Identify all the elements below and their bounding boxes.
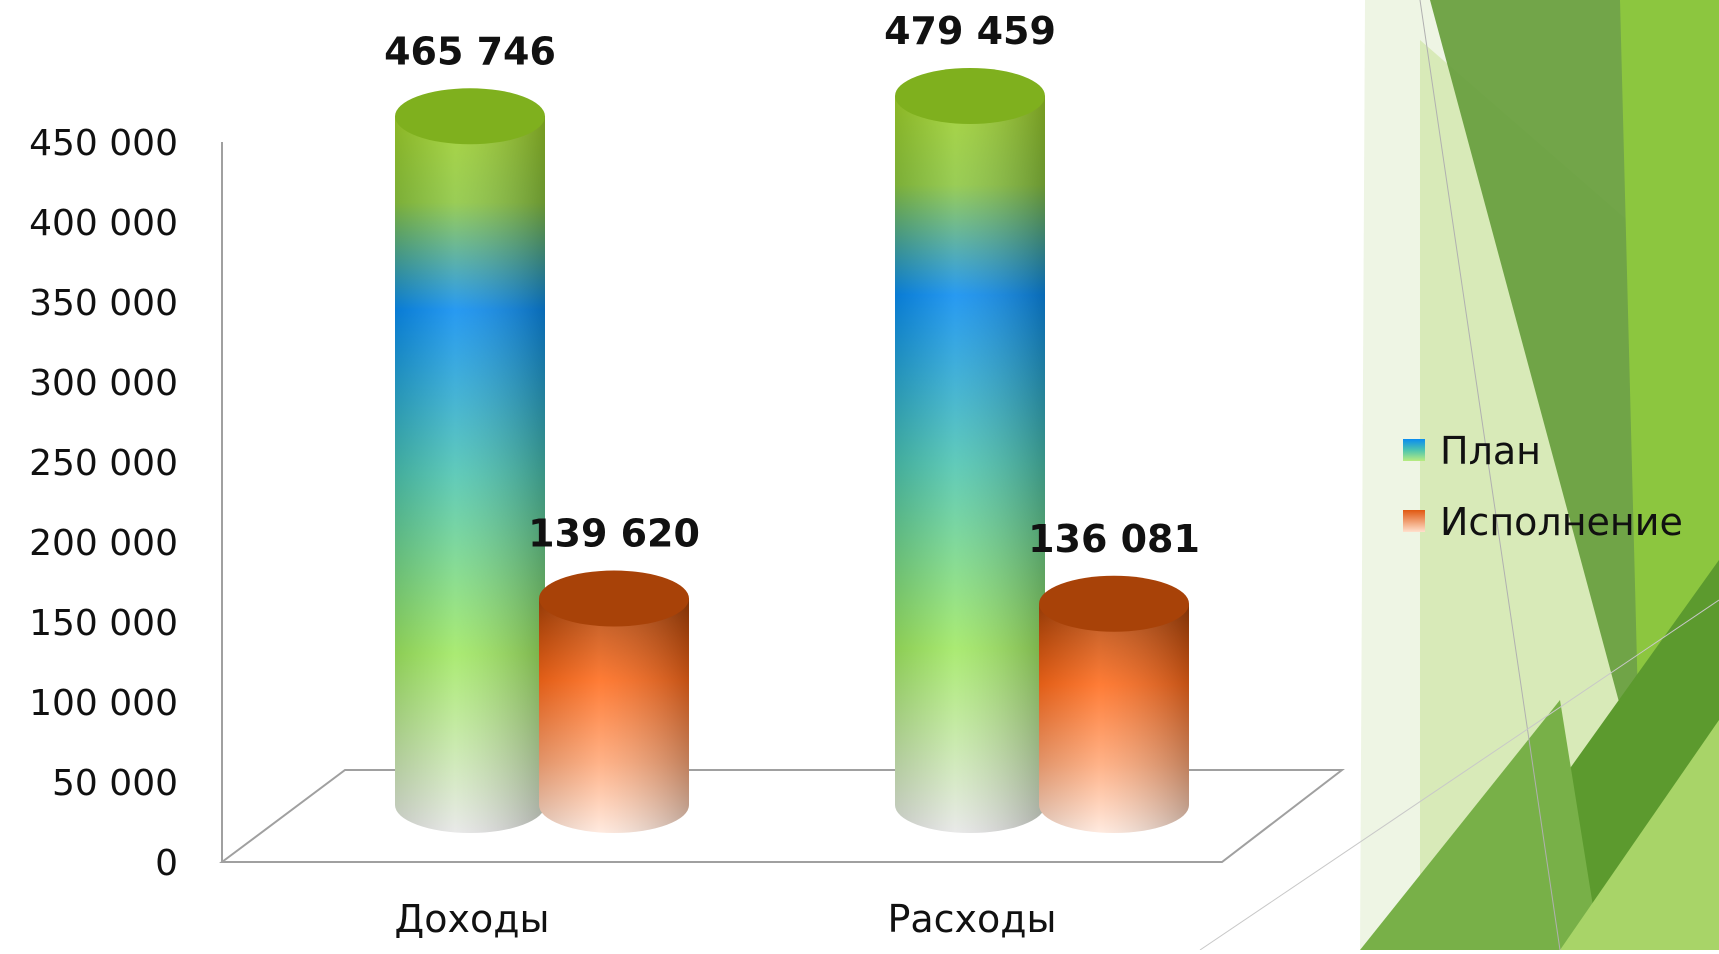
y-tick-label: 100 000 xyxy=(29,683,178,724)
category-label: Расходы xyxy=(887,897,1056,941)
bar-top xyxy=(539,570,689,627)
bar-shading xyxy=(539,598,689,833)
data-label: 479 459 xyxy=(884,9,1056,53)
bar-exec-0 xyxy=(539,570,689,833)
bars xyxy=(395,68,1189,834)
data-label: 465 746 xyxy=(384,29,556,73)
chart-axes xyxy=(218,142,1345,863)
bar-shading xyxy=(1039,603,1189,833)
background-decoration xyxy=(1199,0,1719,951)
bar-top xyxy=(1039,575,1189,632)
y-tick-label: 50 000 xyxy=(52,763,178,804)
bg-thin-line-1 xyxy=(1419,0,1561,951)
y-tick-label: 400 000 xyxy=(29,203,178,244)
category-label: Доходы xyxy=(395,897,550,941)
y-tick-label: 150 000 xyxy=(29,603,178,644)
bar-shading xyxy=(395,116,545,834)
y-tick-label: 300 000 xyxy=(29,363,178,404)
legend-label-exec: Исполнение xyxy=(1440,500,1683,544)
legend: План Исполнение xyxy=(1403,429,1683,544)
data-labels: 465 746 139 620 479 459 136 081 xyxy=(384,9,1200,561)
legend-label-plan: План xyxy=(1440,429,1541,473)
bg-accent-lower xyxy=(1560,720,1719,950)
legend-swatch-exec xyxy=(1403,510,1425,532)
data-label: 139 620 xyxy=(528,512,700,556)
category-labels: Доходы Расходы xyxy=(395,897,1057,941)
bg-thin-line-2 xyxy=(1199,599,1719,951)
y-tick-label: 450 000 xyxy=(29,123,178,164)
y-tick-labels: 0 50 000 100 000 150 000 200 000 250 000 300 0… xyxy=(29,123,178,884)
bg-mid-lower xyxy=(1360,700,1600,950)
bar-top xyxy=(395,88,545,145)
data-label: 136 081 xyxy=(1028,517,1200,561)
y-tick-label: 350 000 xyxy=(29,283,178,324)
chart-floor xyxy=(218,769,1345,863)
y-tick-label: 0 xyxy=(155,843,178,884)
y-tick-label: 200 000 xyxy=(29,523,178,564)
y-tick-label: 250 000 xyxy=(29,443,178,484)
bar-shading xyxy=(895,96,1045,833)
bar-exec-1 xyxy=(1039,575,1189,833)
bar-plan-1 xyxy=(895,68,1045,833)
bar-top xyxy=(895,68,1045,125)
bar-plan-0 xyxy=(395,88,545,834)
legend-swatch-plan xyxy=(1403,439,1425,461)
